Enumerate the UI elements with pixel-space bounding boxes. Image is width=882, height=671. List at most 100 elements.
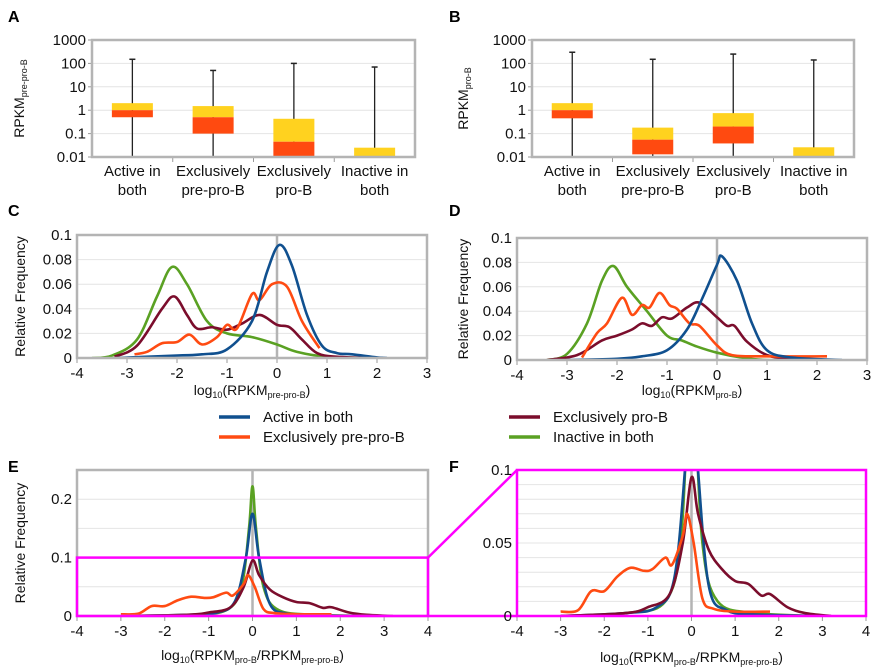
y-tick-label: 0.04: [483, 303, 512, 320]
x-axis-label-text: ): [778, 649, 783, 665]
y-tick-label: 0.02: [483, 328, 512, 345]
x-tick-label: -2: [598, 623, 611, 640]
y-axis-label: Relative Frequency: [12, 236, 28, 357]
box-lower-quartile: [273, 141, 315, 157]
x-tick-label: -2: [170, 365, 183, 382]
x-axis-label-text: (RPKM: [222, 382, 267, 398]
y-axis-label-text: RPKM: [455, 89, 471, 129]
y-axis-label-subscript: pro-B: [463, 67, 473, 89]
x-axis-label-text: /RPKM: [696, 649, 740, 665]
panel-letter: D: [449, 203, 461, 220]
x-tick-label: -3: [554, 623, 567, 640]
x-tick-label: -4: [70, 623, 83, 640]
y-axis-label: Relative Frequency: [12, 483, 28, 604]
category-label: pro-B: [276, 182, 313, 199]
x-tick-label: 2: [373, 365, 381, 382]
y-tick-label: 100: [61, 55, 86, 72]
panel-E-density-plot: 0 0.1 0.2 -4 -3 -2 -1 0 1 2 3 4 Relative Frequency: [12, 468, 518, 640]
x-axis-label-text: log: [600, 649, 619, 665]
x-tick-label: -4: [510, 623, 523, 640]
category-label: Active in: [104, 163, 161, 180]
category-label: both: [799, 182, 828, 199]
x-tick-label: -1: [660, 367, 673, 384]
series-line-pre: [134, 280, 321, 356]
y-axis-label: RPKMpre-pro-B: [11, 59, 29, 137]
series-line-pre: [580, 291, 828, 359]
legend-item-pro: Exclusively pro-B: [509, 409, 668, 426]
x-tick-label: -3: [560, 367, 573, 384]
series-line-inactive: [91, 265, 378, 358]
x-tick-label: -3: [114, 623, 127, 640]
category-label: Exclusively: [616, 163, 691, 180]
x-axis-label-text: /RPKM: [257, 647, 301, 663]
series-line-pro: [113, 295, 378, 358]
y-tick-label: 0.2: [51, 491, 72, 508]
y-tick-label: 0: [64, 608, 72, 625]
category-label: Exclusively: [696, 163, 771, 180]
x-axis-label-text: log: [161, 647, 180, 663]
x-tick-label: -4: [510, 367, 523, 384]
y-axis-label-text: RPKM: [11, 97, 27, 137]
panel-F-density-plot: 0 0.05 0.1 -4 -3 -2 -1 0 1 2 3 4: [483, 462, 870, 640]
y-tick-label: 0.1: [491, 462, 512, 479]
x-axis-label-subscript: pre-pro-B: [740, 657, 778, 667]
panel-A-boxplot: 0.01 0.1 1 10 100 1000 Active in both Exclusivel…: [11, 32, 417, 199]
x-axis-label: log10(RPKMpro-B/RPKMpre-pro-B): [600, 649, 783, 667]
legend-label: Exclusively pro-B: [553, 409, 668, 426]
y-tick-label: 0.1: [491, 230, 512, 247]
x-axis-label-subscript: pro-B: [716, 390, 738, 400]
legend-item-inactive: Inactive in both: [509, 429, 654, 446]
plot-frame: [530, 38, 856, 159]
y-tick-label: 0.1: [505, 126, 526, 143]
x-tick-label: 1: [292, 623, 300, 640]
y-tick-label: 1000: [53, 32, 86, 49]
plot-frame: [515, 236, 869, 362]
category-label: Inactive in: [780, 163, 848, 180]
y-tick-label: 0: [64, 350, 72, 367]
box-lower-quartile: [551, 110, 593, 119]
series-line-pro: [560, 475, 832, 616]
x-tick-label: -1: [641, 623, 654, 640]
category-label: both: [360, 182, 389, 199]
legend-label: Inactive in both: [553, 429, 654, 446]
panel-B-boxplot: 0.01 0.1 1 10 100 1000 Active in both Exclusivel…: [455, 32, 856, 199]
category-label: pre-pro-B: [181, 182, 244, 199]
y-tick-label: 0.08: [43, 252, 72, 269]
y-tick-label: 1000: [493, 32, 526, 49]
y-tick-label: 10: [509, 79, 526, 96]
x-axis-label-subscript: 10: [212, 390, 222, 400]
y-axis-label-subscript: pre-pro-B: [19, 59, 29, 97]
x-tick-label: 0: [713, 367, 721, 384]
plot-frame: [515, 468, 868, 618]
x-tick-label: 1: [323, 365, 331, 382]
x-tick-label: -1: [202, 623, 215, 640]
y-tick-label: 0: [504, 352, 512, 369]
x-tick-label: 0: [273, 365, 281, 382]
category-label: Inactive in: [341, 163, 409, 180]
legend: Active in both Exclusively pre-pro-B Exclu…: [219, 409, 668, 446]
panel-C-density-plot: 0 0.02 0.04 0.06 0.08 0.1 -4 -3 -2 -1 0 1 2 3 Relative…: [12, 227, 431, 382]
legend-label: Exclusively pre-pro-B: [263, 429, 405, 446]
x-tick-label: -3: [120, 365, 133, 382]
series-line-pre: [560, 512, 771, 614]
series-line-pre: [120, 573, 332, 616]
category-label: Exclusively: [257, 163, 332, 180]
y-tick-label: 0.1: [51, 227, 72, 244]
x-axis-label: log10(RPKMpro-B/RPKMpre-pro-B): [161, 647, 344, 665]
y-tick-label: 0.1: [51, 550, 72, 567]
y-tick-label: 0.01: [57, 149, 86, 166]
x-axis-label: log10(RPKMpre-pro-B): [194, 382, 311, 400]
x-tick-label: 2: [813, 367, 821, 384]
x-tick-label: 2: [775, 623, 783, 640]
box-upper-quartile: [712, 113, 754, 127]
x-axis-label-text: (RPKM: [670, 382, 715, 398]
plot-frame: [90, 38, 417, 159]
x-axis-label-text: log: [642, 382, 661, 398]
x-axis-label-subscript: pro-B: [674, 657, 696, 667]
category-label: Active in: [544, 163, 601, 180]
box-upper-quartile: [632, 127, 674, 140]
x-tick-label: 0: [248, 623, 256, 640]
y-tick-label: 0.06: [43, 276, 72, 293]
legend-item-pre: Exclusively pre-pro-B: [219, 429, 405, 446]
box-upper-quartile: [551, 103, 593, 111]
